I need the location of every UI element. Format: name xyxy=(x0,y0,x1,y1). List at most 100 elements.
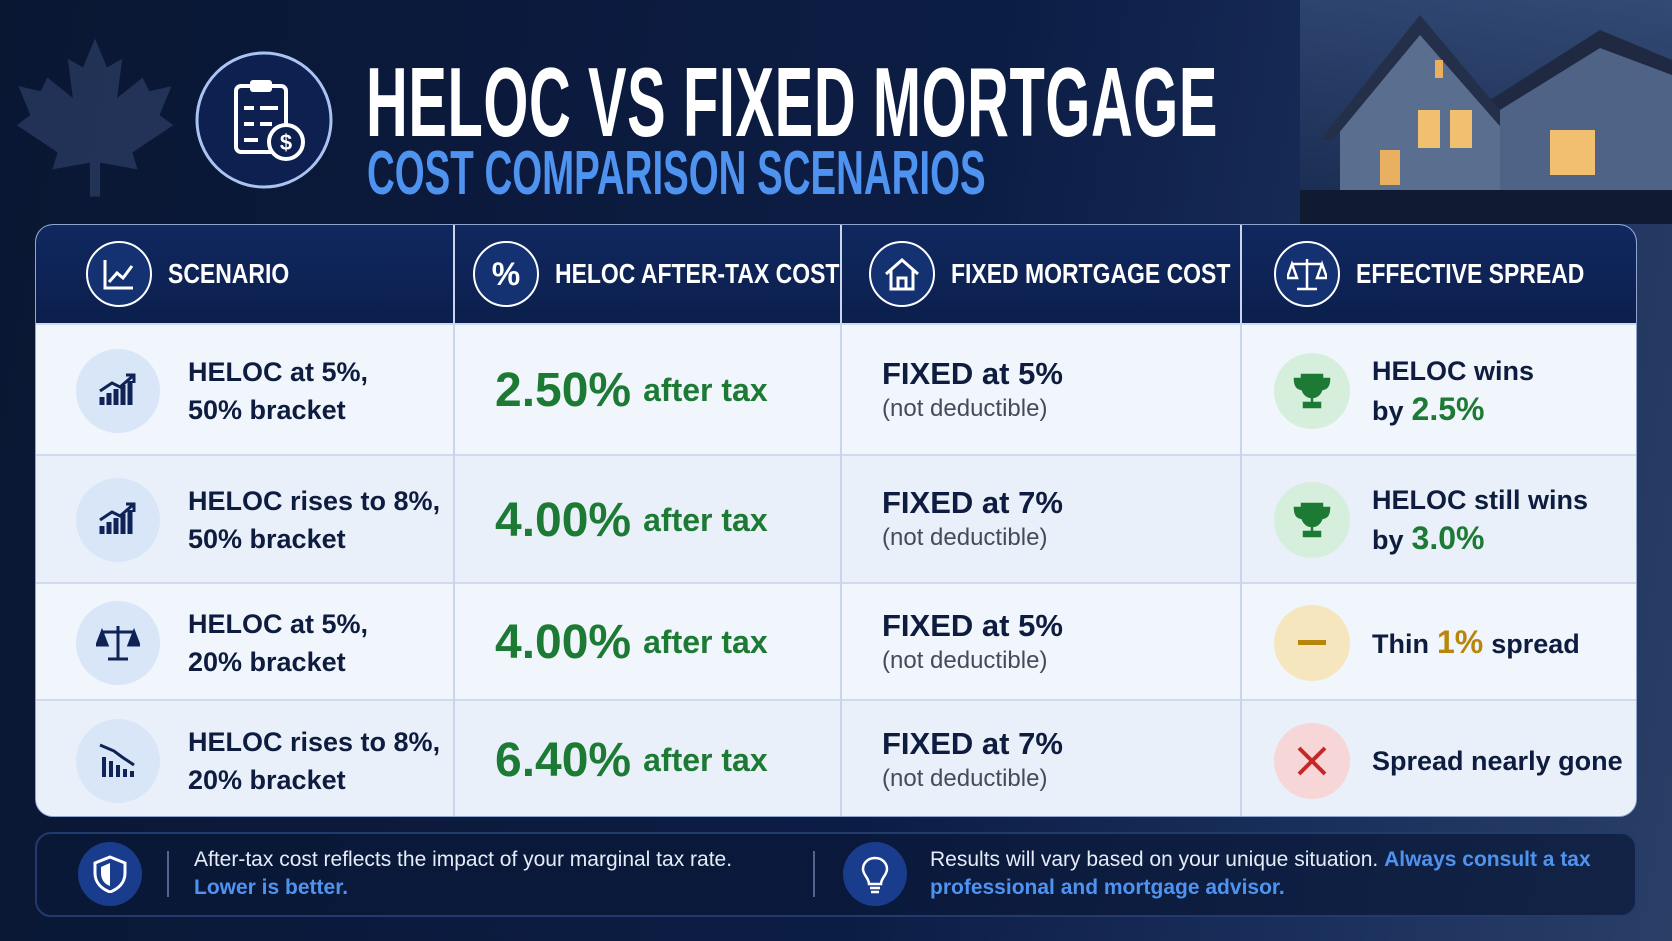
fixed-note: (not deductible) xyxy=(882,394,1048,422)
spread-line: by 3.0% xyxy=(1372,519,1588,559)
scenario-icon xyxy=(76,348,160,433)
column-icon xyxy=(1274,241,1340,307)
spread-text: Spread nearly gone xyxy=(1372,742,1623,780)
footer-note: After-tax cost reflects the impact of yo… xyxy=(194,846,794,902)
scenario-cell: HELOC at 5%, 20% bracket xyxy=(76,584,451,701)
scenario-icon xyxy=(76,478,160,562)
table-row: HELOC rises to 8%, 20% bracket 6.40% after … xyxy=(36,699,1636,816)
fixed-text: FIXED at 7% (not deductible) xyxy=(882,726,1063,796)
heloc-cost: 4.00% xyxy=(495,616,632,669)
column-icon xyxy=(869,241,935,307)
scenario-text: HELOC rises to 8%, 50% bracket xyxy=(188,482,440,558)
spread-text: HELOC wins by 2.5% xyxy=(1372,352,1534,430)
scenario-line: 50% bracket xyxy=(188,524,346,554)
column-label: FIXED MORTGAGE COST xyxy=(951,258,1231,289)
bulb-icon xyxy=(843,842,907,906)
spread-line: HELOC wins xyxy=(1372,355,1535,386)
footer: After-tax cost reflects the impact of yo… xyxy=(35,832,1637,917)
spread-prefix: Thin xyxy=(1372,628,1429,659)
heloc-cost: 2.50% xyxy=(495,364,632,417)
scenario-text: HELOC at 5%, 20% bracket xyxy=(188,605,368,681)
fixed-cell: FIXED at 5% (not deductible) xyxy=(882,584,1232,701)
scenario-cell: HELOC rises to 8%, 20% bracket xyxy=(76,701,451,816)
spread-highlight: 1% xyxy=(1436,623,1484,660)
svg-text:%: % xyxy=(492,256,520,292)
table-header: SCENARIO % HELOC AFTER-TAX COST FIXED MOR… xyxy=(36,225,1636,323)
column-label: EFFECTIVE SPREAD xyxy=(1356,258,1585,289)
footer-divider xyxy=(813,851,815,897)
status-badge xyxy=(1274,482,1350,558)
column-label: SCENARIO xyxy=(168,258,290,289)
spread-line: HELOC still wins xyxy=(1372,485,1589,515)
fixed-rate: FIXED at 5% xyxy=(882,607,1063,643)
scenario-line: HELOC rises to 8%, xyxy=(188,726,441,757)
column-header: SCENARIO xyxy=(86,225,316,323)
column-header: EFFECTIVE SPREAD xyxy=(1274,225,1634,323)
heloc-note: after tax xyxy=(643,742,768,778)
scenario-line: HELOC at 5%, xyxy=(188,356,369,387)
maple-leaf xyxy=(16,38,174,197)
fixed-text: FIXED at 7% (not deductible) xyxy=(882,485,1063,555)
footer-advice: Results will vary based on your unique s… xyxy=(930,846,1610,902)
spread-suffix: spread xyxy=(1491,628,1580,659)
advice-text: Results will vary based on your unique s… xyxy=(930,848,1379,871)
advice-highlight: Always consult a tax professional and mo… xyxy=(930,848,1591,899)
scenario-line: 20% bracket xyxy=(188,764,346,795)
fixed-cell: FIXED at 7% (not deductible) xyxy=(882,456,1232,584)
heloc-cell: 6.40% after tax xyxy=(495,701,835,816)
scenario-icon xyxy=(76,600,160,685)
column-icon xyxy=(86,241,152,307)
header-icon: $ xyxy=(195,51,333,189)
column-icon: % xyxy=(473,241,539,307)
comparison-table: SCENARIO % HELOC AFTER-TAX COST FIXED MOR… xyxy=(35,224,1637,817)
scenario-text: HELOC rises to 8%, 20% bracket xyxy=(188,723,440,799)
spread-prefix: by xyxy=(1372,525,1404,555)
spread-line: Thin 1% spread xyxy=(1372,623,1580,663)
note-text: After-tax cost reflects the impact of yo… xyxy=(194,848,733,871)
status-badge xyxy=(1274,722,1350,799)
title: HELOC VS FIXED MORTGAGE xyxy=(366,47,1219,157)
scenario-icon xyxy=(76,718,160,803)
fixed-rate: FIXED at 7% xyxy=(882,485,1063,520)
heloc-note: after tax xyxy=(643,624,768,660)
footer-divider xyxy=(167,851,169,897)
status-badge xyxy=(1274,352,1350,429)
spread-cell: HELOC still wins by 3.0% xyxy=(1274,456,1634,584)
note-highlight: Lower is better. xyxy=(194,876,349,899)
fixed-text: FIXED at 5% (not deductible) xyxy=(882,356,1063,426)
scenario-line: HELOC at 5%, xyxy=(188,608,369,639)
svg-text:$: $ xyxy=(280,130,292,155)
fixed-text: FIXED at 5% (not deductible) xyxy=(882,608,1063,678)
heloc-cell: 4.00% after tax xyxy=(495,584,835,701)
scenario-line: 50% bracket xyxy=(188,394,346,425)
column-separator xyxy=(1240,225,1242,816)
fixed-rate: FIXED at 5% xyxy=(882,355,1063,391)
table-row: HELOC at 5%, 20% bracket 4.00% after tax FIX… xyxy=(36,582,1636,701)
column-header: % HELOC AFTER-TAX COST xyxy=(473,225,902,323)
spread-highlight: 2.5% xyxy=(1411,390,1485,427)
spread-cell: HELOC wins by 2.5% xyxy=(1274,325,1634,456)
spread-cell: Spread nearly gone xyxy=(1274,701,1634,816)
fixed-rate: FIXED at 7% xyxy=(882,725,1063,761)
subtitle: COST COMPARISON SCENARIOS xyxy=(367,139,986,208)
fixed-note: (not deductible) xyxy=(882,646,1048,674)
spread-prefix: by xyxy=(1372,395,1404,426)
column-separator xyxy=(453,225,455,816)
spread-text: Thin 1% spread xyxy=(1372,623,1580,663)
scenario-line: 20% bracket xyxy=(188,646,346,677)
heloc-cell: 4.00% after tax xyxy=(495,456,835,584)
scenario-cell: HELOC at 5%, 50% bracket xyxy=(76,325,451,456)
column-separator xyxy=(840,225,842,816)
heloc-note: after tax xyxy=(643,501,768,538)
house-image xyxy=(1300,0,1672,224)
scenario-line: HELOC rises to 8%, xyxy=(188,486,441,516)
column-label: HELOC AFTER-TAX COST xyxy=(555,258,840,289)
heloc-cell: 2.50% after tax xyxy=(495,325,835,456)
heloc-note: after tax xyxy=(643,372,768,408)
spread-line: Spread nearly gone xyxy=(1372,745,1623,776)
spread-text: HELOC still wins by 3.0% xyxy=(1372,481,1588,559)
table-row: HELOC at 5%, 50% bracket 2.50% after tax FIX… xyxy=(36,323,1636,456)
status-badge xyxy=(1274,604,1350,681)
spread-cell: Thin 1% spread xyxy=(1274,584,1634,701)
